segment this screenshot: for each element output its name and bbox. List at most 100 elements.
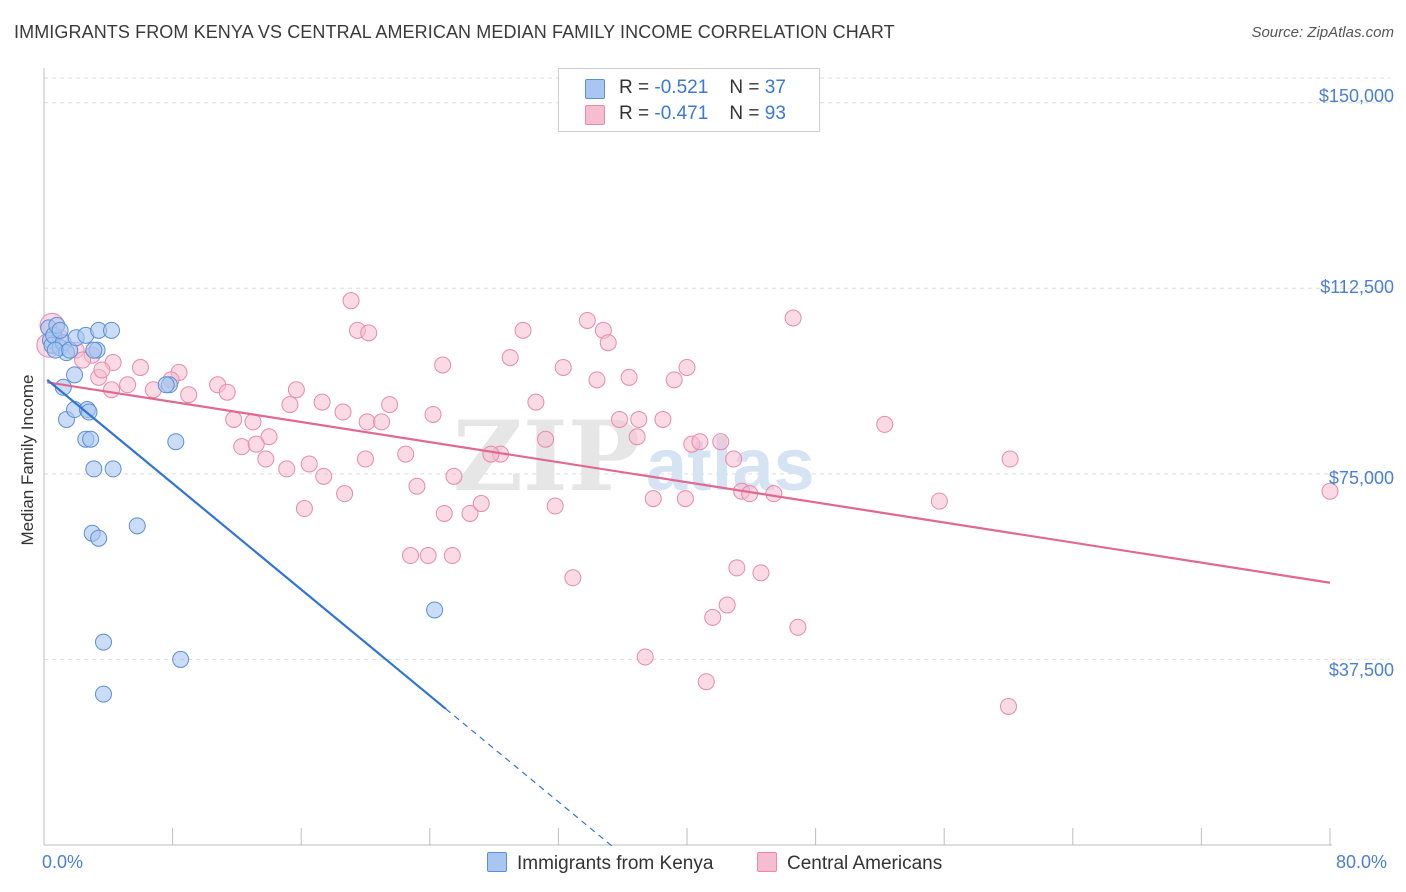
legend-n-label: N =	[729, 103, 760, 124]
legend-r-label: R =	[619, 77, 650, 98]
central-americans-point	[218, 383, 236, 401]
central-americans-point	[752, 564, 770, 582]
kenya-point	[426, 601, 444, 619]
central-americans-point	[482, 445, 500, 463]
central-americans-point	[620, 368, 638, 386]
central-americans-point	[119, 376, 137, 394]
central-americans-point	[691, 433, 709, 451]
central-americans-point	[537, 430, 555, 448]
trend-lines	[46, 379, 1331, 849]
kenya-point	[85, 341, 103, 359]
central-americans-point	[678, 358, 696, 376]
central-americans-point	[599, 334, 617, 352]
central-americans-point	[712, 433, 730, 451]
stats-legend: R = -0.521 N = 37 R = -0.471 N = 93	[558, 68, 820, 132]
central-americans-point	[131, 358, 149, 376]
x-tick-label: 80.0%	[1336, 852, 1388, 872]
kenya-points	[40, 316, 444, 703]
central-americans-point	[930, 492, 948, 510]
central-americans-point	[381, 396, 399, 414]
central-americans-point	[313, 393, 331, 411]
central-americans-point	[281, 396, 299, 414]
central-americans-point	[644, 490, 662, 508]
kenya-point	[46, 341, 64, 359]
central-americans-point	[728, 559, 746, 577]
central-americans-point	[1321, 482, 1339, 500]
central-americans-trend-line	[47, 381, 1331, 584]
kenya-point	[103, 321, 121, 339]
central-americans-point	[295, 500, 313, 518]
kenya-point	[66, 366, 84, 384]
central-americans-point	[718, 596, 736, 614]
central-americans-point	[789, 618, 807, 636]
y-tick-label: $37,500	[1328, 660, 1394, 680]
central-americans-point	[654, 410, 672, 428]
central-americans-point	[578, 311, 596, 329]
central-americans-point	[527, 393, 545, 411]
legend-central-label: Central Americans	[787, 853, 943, 874]
kenya-point	[94, 633, 112, 651]
kenya-swatch	[487, 852, 507, 872]
central-americans-point	[408, 477, 426, 495]
bottom-legend-kenya: Immigrants from Kenya	[487, 852, 713, 875]
kenya-point	[82, 430, 100, 448]
kenya-point	[157, 376, 175, 394]
central-americans-point	[103, 381, 121, 399]
central-americans-point	[628, 428, 646, 446]
y-tick-label: $150,000	[1318, 86, 1394, 106]
central-swatch	[757, 852, 777, 872]
kenya-point	[167, 433, 185, 451]
central-americans-point	[336, 485, 354, 503]
central-americans-point	[704, 608, 722, 626]
source-label: Source: ZipAtlas.com	[1251, 24, 1394, 41]
central-americans-point	[784, 309, 802, 327]
legend-r-label: R =	[619, 103, 650, 124]
central-americans-point	[610, 410, 628, 428]
central-americans-point	[373, 413, 391, 431]
bottom-legend-central: Central Americans	[757, 852, 942, 875]
kenya-trend-extension	[445, 708, 616, 849]
central-americans-point	[665, 371, 683, 389]
kenya-point	[104, 460, 122, 478]
central-americans-point	[225, 410, 243, 428]
central-americans-point	[334, 403, 352, 421]
central-americans-point	[725, 450, 743, 468]
kenya-point	[94, 685, 112, 703]
central-americans-point	[260, 428, 278, 446]
kenya-swatch	[585, 79, 605, 99]
kenya-point	[128, 517, 146, 535]
central-americans-point	[445, 467, 463, 485]
central-americans-point	[636, 648, 654, 666]
central-swatch	[585, 105, 605, 125]
y-tick-label: $75,000	[1328, 468, 1394, 488]
central-americans-points	[36, 292, 1339, 715]
legend-n-value: 93	[764, 103, 786, 124]
central-americans-point	[554, 358, 572, 376]
central-americans-point	[435, 504, 453, 522]
central-americans-point	[443, 547, 461, 565]
central-americans-point	[397, 445, 415, 463]
central-americans-point	[300, 455, 318, 473]
central-americans-point	[630, 410, 648, 428]
kenya-point	[90, 529, 108, 547]
legend-r-value: -0.521	[654, 77, 709, 98]
central-americans-point	[514, 321, 532, 339]
legend-n-label: N =	[729, 77, 760, 98]
x-tick-label: 0.0%	[42, 852, 84, 872]
central-americans-point	[315, 467, 333, 485]
central-americans-point	[546, 497, 564, 515]
central-americans-point	[765, 485, 783, 503]
y-axis-label: Median Family Income	[18, 374, 37, 546]
central-americans-point	[247, 435, 265, 453]
central-americans-point	[287, 381, 305, 399]
central-americans-point	[472, 495, 490, 513]
legend-r-value: -0.471	[654, 103, 709, 124]
central-americans-point	[358, 413, 376, 431]
central-americans-point	[233, 438, 251, 456]
kenya-point	[80, 403, 98, 421]
y-tick-label: $112,500	[1320, 277, 1394, 297]
gridlines	[44, 77, 1390, 660]
central-americans-point	[697, 673, 715, 691]
central-americans-point	[74, 351, 92, 369]
